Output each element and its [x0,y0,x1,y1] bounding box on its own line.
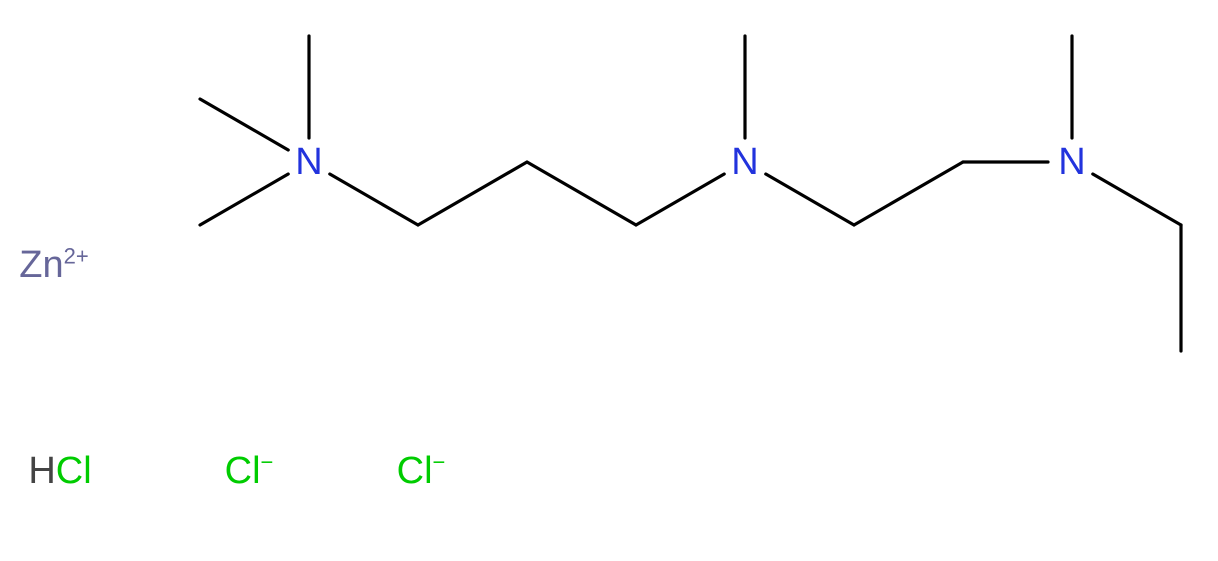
molecule-canvas: Zn2+HClCl−Cl−NNN [0,0,1218,561]
bond-layer [0,0,1218,561]
